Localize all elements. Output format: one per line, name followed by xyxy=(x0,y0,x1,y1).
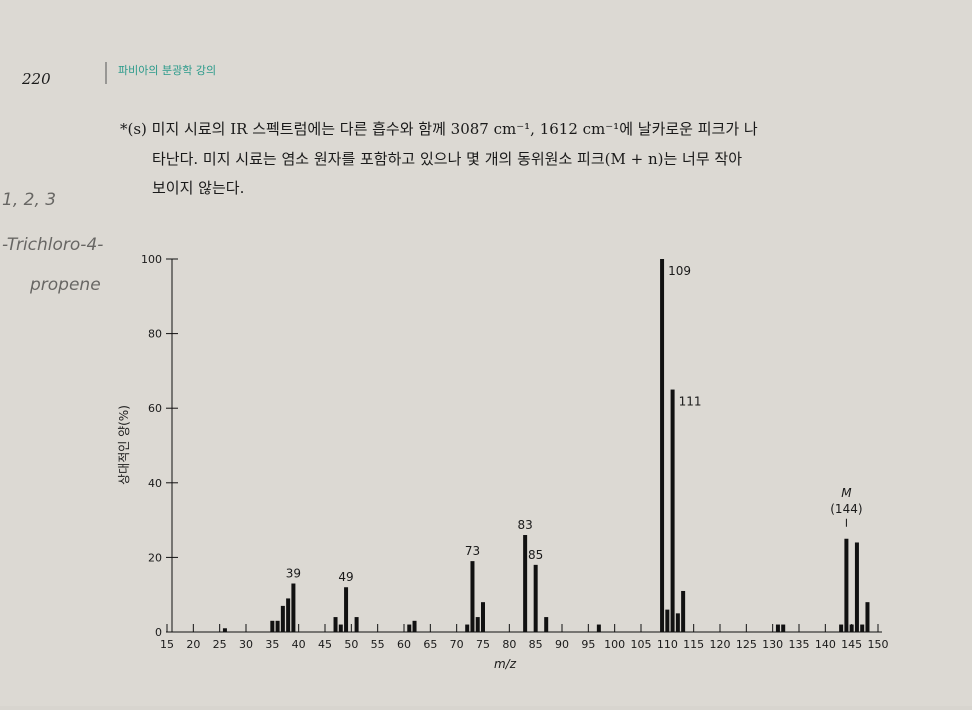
bar xyxy=(849,624,854,632)
bar xyxy=(665,609,670,632)
bar xyxy=(275,620,280,632)
x-tick-label: 35 xyxy=(265,638,279,651)
bar xyxy=(839,624,844,632)
bar xyxy=(544,617,549,632)
x-tick-label: 55 xyxy=(371,638,385,651)
bar xyxy=(354,617,359,632)
bar xyxy=(860,624,865,632)
x-tick-label: 105 xyxy=(631,638,652,651)
bar xyxy=(854,542,859,632)
x-tick-label: 135 xyxy=(789,638,810,651)
x-tick-label: 115 xyxy=(683,638,704,651)
bar xyxy=(844,538,849,632)
x-tick-label: 45 xyxy=(318,638,332,651)
peak-label: 85 xyxy=(528,548,543,562)
y-axis-label: 상대적인 양(%) xyxy=(117,405,131,485)
y-tick-label: 0 xyxy=(155,626,162,639)
x-tick-label: 85 xyxy=(529,638,543,651)
problem-line: *(s) 미지 시료의 IR 스펙트럼에는 다른 흡수와 함께 3087 cm⁻… xyxy=(120,120,758,138)
problem-line: 보이지 않는다. xyxy=(152,179,244,197)
bar xyxy=(670,389,675,632)
y-tick-label: 100 xyxy=(141,253,162,266)
x-tick-label: 15 xyxy=(160,638,174,651)
x-tick-label: 80 xyxy=(502,638,516,651)
handwriting: 1, 2, 3 xyxy=(2,190,56,210)
x-tick-label: 130 xyxy=(762,638,783,651)
bar xyxy=(660,259,665,632)
x-tick-label: 25 xyxy=(213,638,227,651)
x-tick-label: 145 xyxy=(841,638,862,651)
bar xyxy=(222,628,227,632)
bar xyxy=(338,624,343,632)
running-head: 파비아의 분광학 강의 xyxy=(118,64,216,77)
peak-label: 109 xyxy=(668,264,691,278)
bar xyxy=(865,602,870,632)
x-tick-label: 140 xyxy=(815,638,836,651)
y-tick-label: 80 xyxy=(148,328,162,341)
x-tick-label: 30 xyxy=(239,638,253,651)
bar xyxy=(280,605,285,632)
x-tick-label: 65 xyxy=(423,638,437,651)
x-tick-label: 20 xyxy=(186,638,200,651)
bar xyxy=(344,587,349,632)
peak-label: 39 xyxy=(286,567,301,581)
x-tick-label: 95 xyxy=(581,638,595,651)
bar xyxy=(286,598,291,632)
bar xyxy=(681,590,686,632)
bar xyxy=(270,620,275,632)
problem-line: 타난다. 미지 시료는 염소 원자를 포함하고 있으나 몇 개의 동위원소 피크… xyxy=(152,150,742,168)
bar xyxy=(475,617,480,632)
x-tick-label: 40 xyxy=(292,638,306,651)
bar xyxy=(675,613,680,632)
bar xyxy=(465,624,470,632)
y-tick-label: 20 xyxy=(148,551,162,564)
handwriting: propene xyxy=(29,275,101,295)
x-tick-label: 75 xyxy=(476,638,490,651)
x-tick-label: 90 xyxy=(555,638,569,651)
bar xyxy=(781,624,786,632)
bar xyxy=(481,602,485,632)
bar xyxy=(407,624,412,632)
bar xyxy=(775,624,780,632)
x-tick-label: 60 xyxy=(397,638,411,651)
x-tick-label: 125 xyxy=(736,638,757,651)
handwriting: -Trichloro-4- xyxy=(2,235,103,255)
bar xyxy=(291,583,296,632)
peak-label: 111 xyxy=(679,395,702,409)
bar xyxy=(412,620,417,632)
x-axis-label: m/z xyxy=(494,657,517,671)
x-tick-label: 150 xyxy=(868,638,889,651)
y-tick-label: 60 xyxy=(148,402,162,415)
x-tick-label: 70 xyxy=(450,638,464,651)
x-tick-label: 110 xyxy=(657,638,678,651)
bar xyxy=(333,617,338,632)
bar xyxy=(470,561,475,632)
x-tick-label: 100 xyxy=(604,638,625,651)
peak-label: 49 xyxy=(338,570,353,584)
bar xyxy=(533,564,538,632)
bar xyxy=(523,535,528,632)
x-tick-label: 50 xyxy=(344,638,358,651)
peak-label: 73 xyxy=(465,544,480,558)
bar xyxy=(596,624,601,632)
molecular-ion-label: (144) xyxy=(830,502,862,516)
molecular-ion-symbol: M xyxy=(841,486,852,500)
x-tick-label: 120 xyxy=(710,638,731,651)
page-number: 220 xyxy=(21,70,51,88)
peak-label: 83 xyxy=(517,518,532,532)
y-tick-label: 40 xyxy=(148,477,162,490)
